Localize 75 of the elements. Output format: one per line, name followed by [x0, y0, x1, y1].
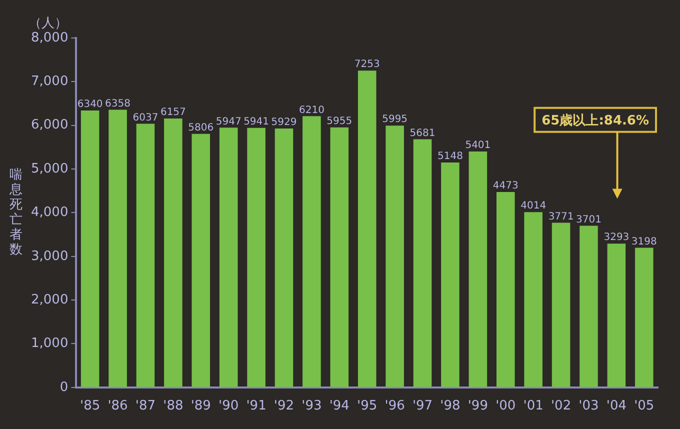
data-label: 3771	[548, 211, 574, 222]
x-tick-label: '94	[329, 398, 350, 414]
data-label: 3701	[576, 214, 602, 226]
bar	[386, 126, 404, 387]
data-label: 6210	[298, 104, 324, 116]
y-tick-label: 1,000	[31, 336, 68, 352]
x-tick-label: '88	[163, 398, 184, 414]
x-tick-label: '01	[523, 398, 544, 414]
data-label: 6358	[105, 98, 130, 110]
bar	[330, 127, 349, 387]
y-tick-label: 3,000	[31, 248, 68, 264]
y-tick-label: 5,000	[31, 161, 68, 176]
x-tick-label: '93	[302, 398, 322, 414]
data-label: 6157	[160, 107, 186, 118]
x-tick-label: '90	[218, 398, 239, 414]
annotation: 65歳以上:84.6%	[542, 113, 649, 128]
data-label: 5929	[271, 117, 297, 128]
bar	[192, 134, 210, 387]
bar	[607, 244, 626, 387]
y-tick-label: 7,000	[31, 74, 68, 90]
data-label: 7253	[354, 59, 380, 70]
x-tick-label: '99	[468, 398, 488, 414]
x-tick-label: '02	[550, 398, 572, 414]
bar	[274, 128, 294, 387]
x-tick-label: '92	[274, 398, 294, 414]
x-tick-label: '00	[496, 398, 516, 414]
y-tick-label: 4,000	[31, 205, 68, 220]
bar	[80, 110, 100, 387]
x-tick-label: '04	[606, 398, 627, 414]
bar	[468, 152, 488, 387]
y-tick-label: 6,000	[31, 118, 68, 133]
data-label: 5401	[465, 140, 491, 152]
bar	[524, 212, 542, 387]
x-tick-label: '95	[357, 398, 378, 414]
bar	[302, 116, 321, 387]
data-label: 5947	[216, 116, 242, 128]
data-label: 5148	[437, 151, 463, 162]
bar	[441, 162, 460, 387]
bar	[219, 128, 238, 387]
y-tick-label: 2,000	[31, 292, 68, 308]
x-tick-label: '98	[440, 398, 460, 414]
text: （人）	[28, 16, 68, 31]
bar	[108, 110, 127, 387]
x-tick-label: '85	[80, 398, 100, 414]
data-label: 5955	[326, 116, 352, 127]
data-label: 5941	[244, 116, 270, 128]
x-tick-label: '03	[578, 398, 599, 414]
bar	[552, 222, 570, 387]
x-tick-label: '89	[190, 398, 211, 414]
bar	[136, 124, 155, 387]
bar	[247, 128, 266, 387]
x-tick-label: '87	[135, 398, 156, 414]
data-label: 3198	[631, 236, 657, 248]
data-label: 3293	[604, 232, 630, 244]
bar	[413, 139, 432, 387]
y-tick-label: 8,000	[31, 30, 68, 46]
data-label: 5995	[382, 114, 408, 126]
x-tick-label: '91	[246, 398, 266, 414]
bar	[635, 248, 654, 387]
bar	[496, 192, 515, 387]
bar	[358, 70, 376, 387]
x-tick-label: '05	[634, 398, 654, 414]
x-tick-label: '96	[384, 398, 405, 414]
data-label: 4014	[520, 200, 546, 212]
x-tick-label: '97	[412, 398, 433, 414]
data-label: 5806	[188, 122, 214, 134]
y-tick-label: 0	[60, 380, 68, 395]
data-label: 5681	[410, 128, 436, 139]
bar	[580, 226, 598, 387]
data-label: 6340	[77, 99, 103, 110]
x-tick-label: '86	[108, 398, 128, 414]
data-label: 6037	[132, 112, 158, 124]
y-axis-title: 喘息死亡者数	[8, 168, 22, 258]
data-label: 4473	[492, 180, 518, 192]
bar	[164, 118, 182, 387]
